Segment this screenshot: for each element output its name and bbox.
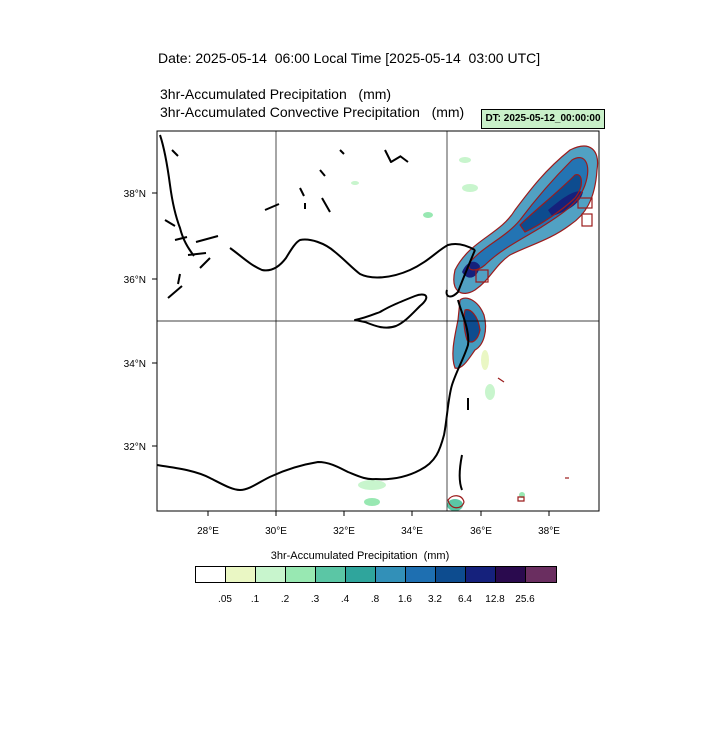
colorbar-label: 3.2	[428, 594, 442, 605]
colorbar-swatch	[346, 567, 376, 582]
colorbar-swatch	[316, 567, 346, 582]
colorbar	[195, 566, 557, 583]
colorbar-label: .8	[370, 594, 380, 605]
colorbar-swatch	[286, 567, 316, 582]
colorbar-label: .3	[310, 594, 320, 605]
colorbar-label: .4	[340, 594, 350, 605]
convective-contours	[447, 145, 599, 509]
colorbar-swatch	[526, 567, 556, 582]
colorbar-swatch	[196, 567, 226, 582]
lon-tick-label: 30°E	[265, 526, 287, 537]
lat-tick-label: 34°N	[124, 359, 146, 370]
colorbar-label: 6.4	[458, 594, 472, 605]
colorbar-label: 25.6	[515, 594, 535, 605]
colorbar-label: 12.8	[485, 594, 505, 605]
lon-tick-label: 32°E	[333, 526, 355, 537]
lat-tick-label: 38°N	[124, 189, 146, 200]
lon-tick-label: 34°E	[401, 526, 423, 537]
map-frame	[156, 130, 600, 512]
coastlines	[156, 134, 476, 491]
date-title: Date: 2025-05-14 06:00 Local Time [2025-…	[158, 50, 541, 66]
colorbar-label: .2	[280, 594, 290, 605]
lat-tick-label: 32°N	[124, 442, 146, 453]
field-title-convective: 3hr-Accumulated Convective Precipitation…	[160, 104, 465, 120]
colorbar-swatch	[406, 567, 436, 582]
lon-tick-label: 36°E	[470, 526, 492, 537]
field-title-precip: 3hr-Accumulated Precipitation (mm)	[160, 86, 392, 102]
colorbar-swatch	[226, 567, 256, 582]
colorbar-label: 1.6	[398, 594, 412, 605]
lon-tick-label: 28°E	[197, 526, 219, 537]
colorbar-swatch	[436, 567, 466, 582]
colorbar-swatch	[376, 567, 406, 582]
dt-badge: DT: 2025-05-12_00:00:00	[481, 109, 605, 129]
lat-tick-label: 36°N	[124, 275, 146, 286]
lon-tick-label: 38°E	[538, 526, 560, 537]
colorbar-label: .05	[218, 594, 232, 605]
axis-ticks: 28°E 30°E 32°E 34°E 36°E 38°E 38°N 36°N 34°N 32°N	[124, 189, 561, 537]
colorbar-label: .1	[250, 594, 260, 605]
colorbar-swatch	[496, 567, 526, 582]
colorbar-swatch	[466, 567, 496, 582]
colorbar-swatch	[256, 567, 286, 582]
colorbar-title: 3hr-Accumulated Precipitation (mm)	[270, 550, 450, 562]
